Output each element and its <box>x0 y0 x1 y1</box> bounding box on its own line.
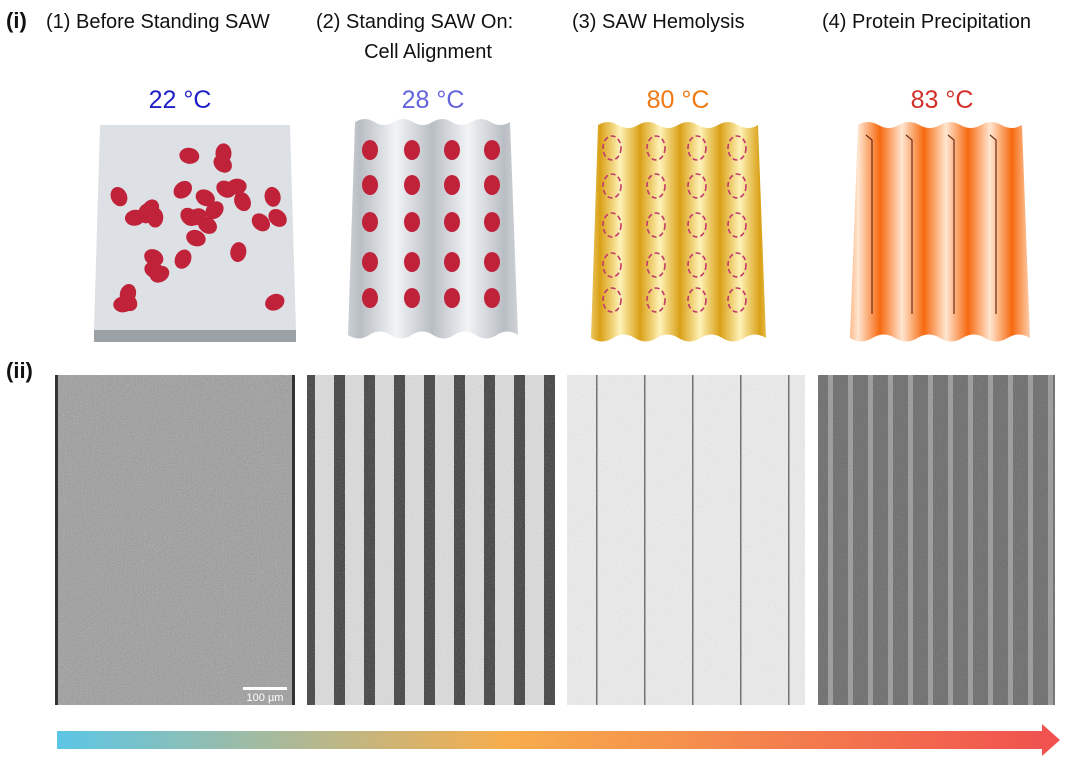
lysed-cell <box>687 287 707 313</box>
substrate-edge <box>94 330 296 342</box>
lysed-cell <box>602 212 622 238</box>
red-blood-cell <box>404 175 420 195</box>
red-blood-cell <box>444 288 460 308</box>
red-blood-cell <box>265 293 285 311</box>
red-blood-cell <box>174 249 192 269</box>
stage-title: (1) Before Standing SAW <box>46 11 270 33</box>
lysed-cell <box>687 212 707 238</box>
lysed-cell <box>602 287 622 313</box>
red-blood-cell <box>484 140 500 160</box>
lysed-cell <box>687 135 707 161</box>
lysed-cell <box>646 212 666 238</box>
red-blood-cell <box>362 175 378 195</box>
lysed-cell <box>602 173 622 199</box>
lysed-cell <box>646 287 666 313</box>
panel-label: (ii) <box>6 358 33 383</box>
lysed-cell <box>687 173 707 199</box>
temperature: 22 °C <box>149 86 212 114</box>
red-blood-cell <box>149 265 170 283</box>
lysed-cell <box>646 135 666 161</box>
protein-aggregate <box>947 134 955 314</box>
red-blood-cell <box>179 147 200 164</box>
illustrations <box>110 119 1030 342</box>
red-blood-cell <box>268 209 287 227</box>
red-blood-cell <box>484 212 500 232</box>
red-blood-cell <box>230 242 247 262</box>
micrograph <box>567 375 805 705</box>
lysed-cell <box>646 252 666 278</box>
panel-label: (i) <box>6 8 27 33</box>
substrate <box>94 125 296 330</box>
lysed-cell <box>602 135 622 161</box>
red-blood-cell <box>484 288 500 308</box>
red-blood-cell <box>195 189 215 207</box>
red-blood-cell <box>173 180 193 199</box>
scale-bar-label: 100 µm <box>247 692 284 704</box>
red-blood-cell <box>362 212 378 232</box>
substrate <box>591 122 766 342</box>
substrate <box>348 119 518 339</box>
stage-title: Cell Alignment <box>364 41 492 63</box>
lysed-cell <box>727 212 747 238</box>
red-blood-cell <box>251 213 271 232</box>
red-blood-cell <box>444 175 460 195</box>
red-blood-cell <box>264 186 281 207</box>
red-blood-cell <box>362 288 378 308</box>
stage-title: (2) Standing SAW On: <box>316 11 513 33</box>
protein-aggregate <box>989 134 997 314</box>
lysed-cell <box>727 135 747 161</box>
temperature: 83 °C <box>911 86 974 114</box>
stage-title: (4) Protein Precipitation <box>822 11 1031 33</box>
lysed-cell <box>727 287 747 313</box>
red-blood-cell <box>484 252 500 272</box>
lysed-cell <box>687 252 707 278</box>
red-blood-cell <box>404 288 420 308</box>
red-blood-cell <box>404 252 420 272</box>
micrograph <box>307 375 555 705</box>
red-blood-cell <box>484 175 500 195</box>
protein-aggregate <box>905 134 913 314</box>
red-blood-cell <box>444 252 460 272</box>
substrate <box>850 122 1030 342</box>
red-blood-cell <box>119 293 138 312</box>
stage-title: (3) SAW Hemolysis <box>572 11 745 33</box>
red-blood-cell <box>444 140 460 160</box>
lysed-cell <box>727 252 747 278</box>
lysed-cell <box>646 173 666 199</box>
protein-aggregate <box>865 134 873 314</box>
micrograph: 100 µm <box>55 375 295 705</box>
red-blood-cell <box>186 229 206 247</box>
red-blood-cell <box>404 140 420 160</box>
temperature: 80 °C <box>647 86 710 114</box>
red-blood-cell <box>362 252 378 272</box>
red-blood-cell <box>205 201 224 220</box>
red-blood-cell <box>110 186 128 207</box>
red-blood-cell <box>213 154 232 173</box>
red-blood-cell <box>444 212 460 232</box>
lysed-cell <box>602 252 622 278</box>
micrograph <box>818 375 1055 705</box>
red-blood-cell <box>144 249 164 267</box>
temperature-arrow <box>57 724 1060 756</box>
red-blood-cell <box>141 199 160 219</box>
temperature: 28 °C <box>402 86 465 114</box>
red-blood-cell <box>404 212 420 232</box>
red-blood-cell <box>234 191 251 212</box>
red-blood-cell <box>226 178 247 195</box>
lysed-cell <box>727 173 747 199</box>
red-blood-cell <box>180 207 199 227</box>
red-blood-cell <box>362 140 378 160</box>
